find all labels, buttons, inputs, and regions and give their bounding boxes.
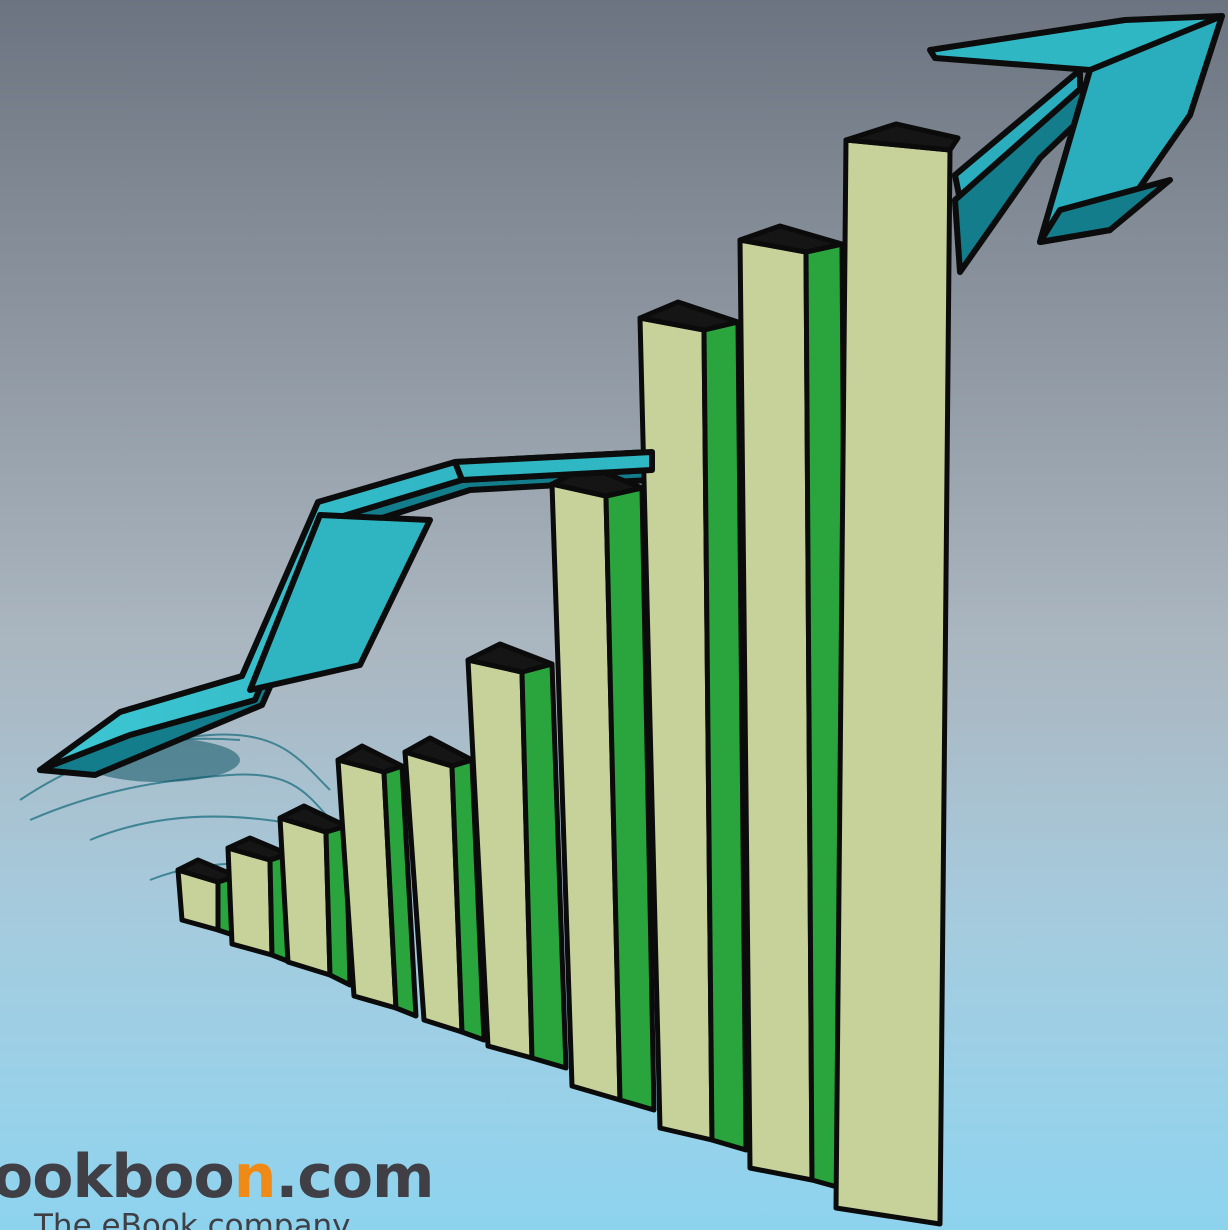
bar-3 xyxy=(277,803,353,988)
bar-5 xyxy=(402,735,487,1043)
brand-name-main: ookboo xyxy=(0,1142,235,1212)
arrow-front-segment xyxy=(452,449,655,483)
bar-9 xyxy=(737,223,851,1193)
brand-name-accent: n xyxy=(233,1142,277,1212)
brand-name: ookboon.com xyxy=(0,1142,435,1212)
bar-graph-illustration xyxy=(175,121,961,1227)
brand-logo: ookboon.com The eBook company xyxy=(0,1142,460,1230)
bar-6 xyxy=(465,641,569,1071)
rising-arrow-icon xyxy=(37,13,1225,778)
brand-name-domain: .com xyxy=(275,1142,434,1212)
bar-8 xyxy=(637,299,749,1153)
bar-10 xyxy=(833,121,961,1227)
bar-7 xyxy=(549,463,657,1113)
bar-4 xyxy=(335,743,419,1019)
brand-tagline: The eBook company xyxy=(34,1208,351,1230)
